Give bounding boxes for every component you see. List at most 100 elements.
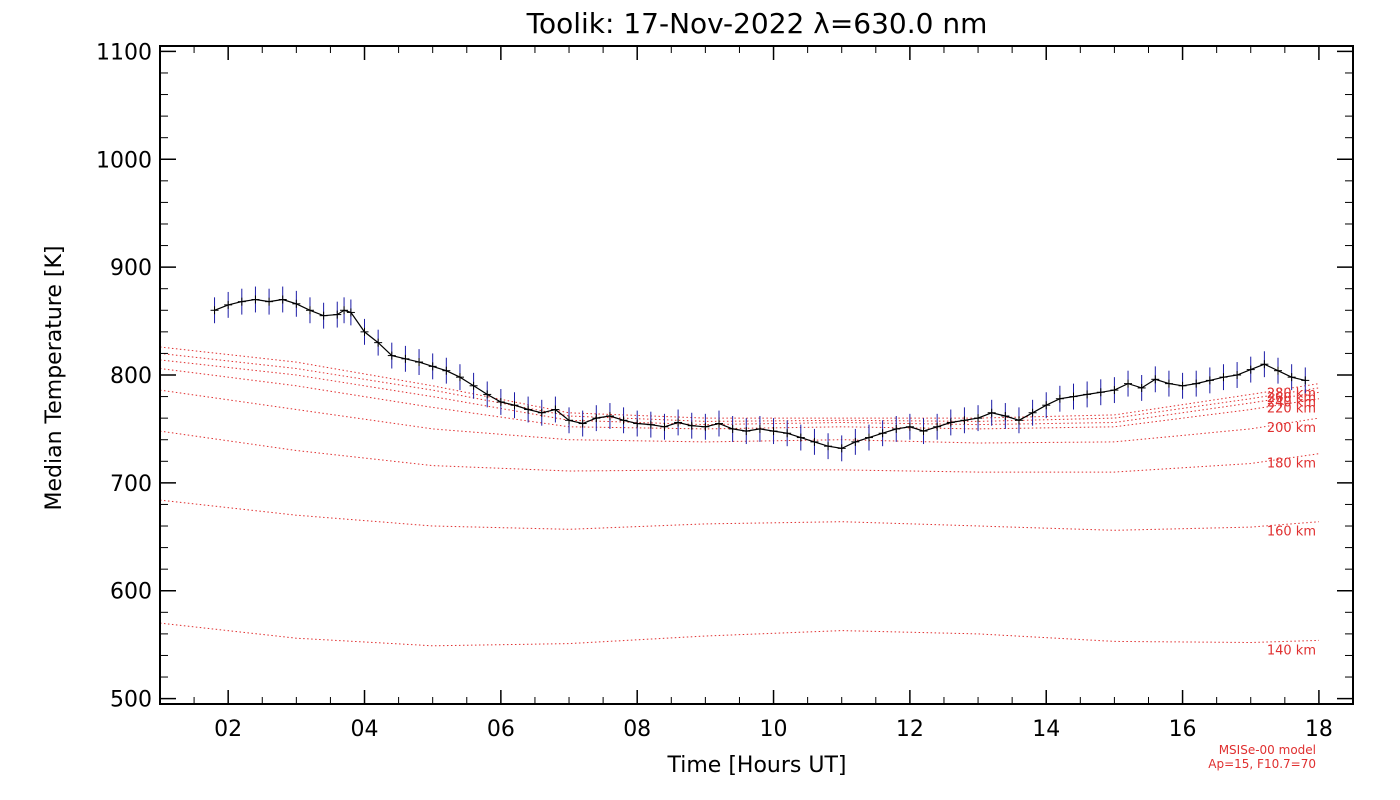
data-point bbox=[537, 408, 546, 417]
y-tick-label: 700 bbox=[110, 472, 152, 497]
data-point bbox=[1096, 388, 1105, 397]
y-tick-label: 900 bbox=[110, 256, 152, 281]
y-tick-label: 1000 bbox=[96, 148, 152, 173]
data-point bbox=[864, 433, 873, 442]
data-point bbox=[1069, 392, 1078, 401]
data-point bbox=[701, 422, 710, 431]
data-point bbox=[1137, 383, 1146, 392]
y-tick-label: 600 bbox=[110, 580, 152, 605]
data-point bbox=[360, 327, 369, 336]
model-curve-label: 140 km bbox=[1267, 643, 1316, 658]
data-point bbox=[905, 422, 914, 431]
data-point bbox=[346, 308, 355, 317]
y-tick-label: 1100 bbox=[96, 40, 152, 65]
x-axis-label: Time [Hours UT] bbox=[667, 753, 847, 778]
data-point bbox=[210, 306, 219, 315]
model-note-line-2: Ap=15, F10.7=70 bbox=[1208, 757, 1316, 771]
model-curve-label: 240 km bbox=[1267, 395, 1316, 410]
data-point bbox=[946, 418, 955, 427]
data-point bbox=[265, 297, 274, 306]
data-point bbox=[1260, 360, 1269, 369]
data-point bbox=[1028, 408, 1037, 417]
data-point bbox=[633, 419, 642, 428]
x-tick-label: 06 bbox=[487, 717, 515, 742]
data-point bbox=[1083, 390, 1092, 399]
data-point bbox=[1205, 376, 1214, 385]
data-point bbox=[619, 416, 628, 425]
model-curve bbox=[159, 352, 1319, 422]
data-point bbox=[687, 421, 696, 430]
data-point bbox=[824, 442, 833, 451]
data-point bbox=[810, 437, 819, 446]
y-axis-label: Median Temperature [K] bbox=[42, 246, 67, 511]
model-curve bbox=[159, 430, 1319, 473]
data-point bbox=[278, 295, 287, 304]
data-point bbox=[1274, 366, 1283, 375]
data-point bbox=[224, 300, 233, 309]
data-point bbox=[1287, 373, 1296, 382]
data-point bbox=[469, 381, 478, 390]
data-point bbox=[674, 418, 683, 427]
data-point bbox=[319, 311, 328, 320]
data-point bbox=[496, 397, 505, 406]
data-point bbox=[1192, 379, 1201, 388]
data-point bbox=[305, 306, 314, 315]
data-point bbox=[974, 414, 983, 423]
model-curve-label: 180 km bbox=[1267, 457, 1316, 472]
data-point bbox=[455, 373, 464, 382]
data-point bbox=[728, 424, 737, 433]
x-tick-label: 10 bbox=[760, 717, 788, 742]
data-point bbox=[851, 437, 860, 446]
x-tick-label: 08 bbox=[623, 717, 651, 742]
chart-title: Toolik: 17-Nov-2022 λ=630.0 nm bbox=[526, 7, 988, 40]
data-point bbox=[251, 295, 260, 304]
data-point bbox=[565, 416, 574, 425]
data-point bbox=[742, 427, 751, 436]
data-point bbox=[387, 351, 396, 360]
data-point bbox=[340, 306, 349, 315]
data-point bbox=[755, 424, 764, 433]
data-point bbox=[510, 401, 519, 410]
data-point bbox=[1178, 381, 1187, 390]
data-point bbox=[919, 427, 928, 436]
model-curve-label: 280 km bbox=[1267, 387, 1316, 402]
x-tick-label: 18 bbox=[1305, 717, 1333, 742]
model-curve-label: 260 km bbox=[1267, 391, 1316, 406]
data-point bbox=[837, 444, 846, 453]
data-point bbox=[551, 405, 560, 414]
data-point bbox=[960, 416, 969, 425]
model-note-line-1: MSISe-00 model bbox=[1219, 743, 1316, 757]
data-point bbox=[646, 420, 655, 429]
data-point bbox=[1055, 394, 1064, 403]
data-point bbox=[374, 338, 383, 347]
model-curve-label: 160 km bbox=[1267, 525, 1316, 540]
data-point bbox=[1246, 365, 1255, 374]
measurement-series bbox=[210, 286, 1310, 462]
data-point bbox=[333, 310, 342, 319]
data-point bbox=[769, 427, 778, 436]
model-curve bbox=[159, 389, 1319, 444]
data-point bbox=[892, 424, 901, 433]
data-point bbox=[605, 411, 614, 420]
data-point bbox=[783, 429, 792, 438]
data-point bbox=[524, 405, 533, 414]
model-curve-label: 200 km bbox=[1267, 421, 1316, 436]
model-curve bbox=[159, 368, 1319, 430]
model-curve bbox=[159, 359, 1319, 426]
data-point bbox=[592, 414, 601, 423]
model-curve bbox=[159, 346, 1319, 419]
y-tick-label: 800 bbox=[110, 364, 152, 389]
data-point bbox=[428, 362, 437, 371]
data-point bbox=[1164, 379, 1173, 388]
measurement-line bbox=[214, 298, 1306, 450]
data-point bbox=[442, 366, 451, 375]
model-curve bbox=[159, 622, 1319, 647]
data-point bbox=[1219, 373, 1228, 382]
data-point bbox=[1042, 401, 1051, 410]
data-point bbox=[878, 429, 887, 438]
axis-ticks: 02 04 06 08 10 12 14 16 18 500 600 700 800 900 1000 110… bbox=[96, 40, 1354, 742]
x-tick-label: 14 bbox=[1032, 717, 1060, 742]
data-point bbox=[1014, 416, 1023, 425]
